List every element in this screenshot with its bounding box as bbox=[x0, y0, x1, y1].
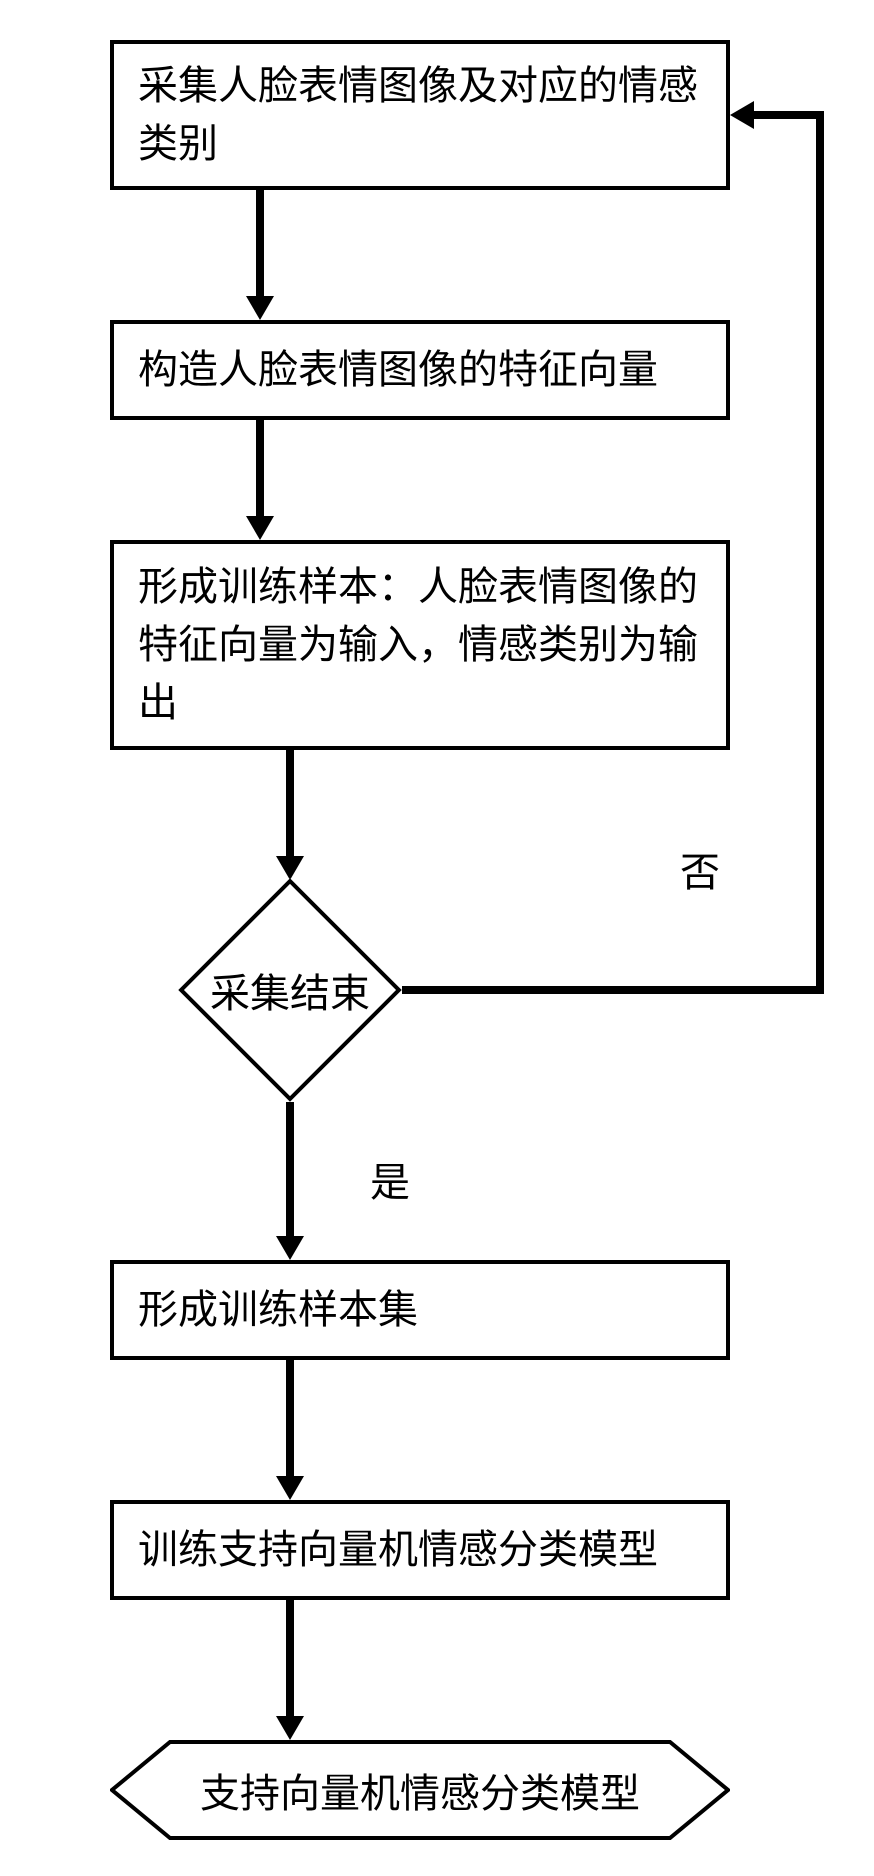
edge-label-no: 否 bbox=[680, 840, 720, 898]
edge-n5-n6-line bbox=[286, 1360, 294, 1476]
edge-n4-n5-line bbox=[286, 1102, 294, 1236]
edge-loop-head bbox=[730, 101, 754, 129]
flowchart-root: 采集人脸表情图像及对应的情感类别 构造人脸表情图像的特征向量 形成训练样本：人脸… bbox=[0, 0, 874, 1876]
terminator-svm-model: 支持向量机情感分类模型 bbox=[110, 1740, 730, 1840]
edge-n3-n4-line bbox=[286, 750, 294, 856]
edge-n1-n2-line bbox=[256, 190, 264, 296]
decision-collection-done: 采集结束 bbox=[178, 878, 402, 1102]
process-form-sample: 形成训练样本：人脸表情图像的特征向量为输入，情感类别为输出 bbox=[110, 540, 730, 750]
edge-n5-n6-head bbox=[276, 1476, 304, 1500]
node-text: 采集人脸表情图像及对应的情感类别 bbox=[138, 57, 702, 173]
node-text: 构造人脸表情图像的特征向量 bbox=[138, 341, 658, 399]
edge-n3-n4-head bbox=[276, 856, 304, 880]
node-text: 采集结束 bbox=[178, 878, 402, 1102]
edge-label-yes: 是 bbox=[370, 1150, 410, 1208]
node-text: 支持向量机情感分类模型 bbox=[110, 1740, 730, 1840]
process-train-svm: 训练支持向量机情感分类模型 bbox=[110, 1500, 730, 1600]
edge-n2-n3-line bbox=[256, 420, 264, 516]
edge-n6-n7-line bbox=[286, 1600, 294, 1716]
edge-n6-n7-head bbox=[276, 1716, 304, 1740]
process-form-train-set: 形成训练样本集 bbox=[110, 1260, 730, 1360]
edge-n4-n5-head bbox=[276, 1236, 304, 1260]
node-text: 训练支持向量机情感分类模型 bbox=[138, 1521, 658, 1579]
edge-loop-h1 bbox=[402, 986, 824, 994]
edge-loop-v bbox=[816, 111, 824, 994]
edge-n2-n3-head bbox=[246, 516, 274, 540]
process-construct-features: 构造人脸表情图像的特征向量 bbox=[110, 320, 730, 420]
process-collect-images: 采集人脸表情图像及对应的情感类别 bbox=[110, 40, 730, 190]
node-text: 形成训练样本集 bbox=[138, 1281, 418, 1339]
node-text: 形成训练样本：人脸表情图像的特征向量为输入，情感类别为输出 bbox=[138, 558, 702, 732]
edge-loop-h2 bbox=[754, 111, 824, 119]
edge-n1-n2-head bbox=[246, 296, 274, 320]
